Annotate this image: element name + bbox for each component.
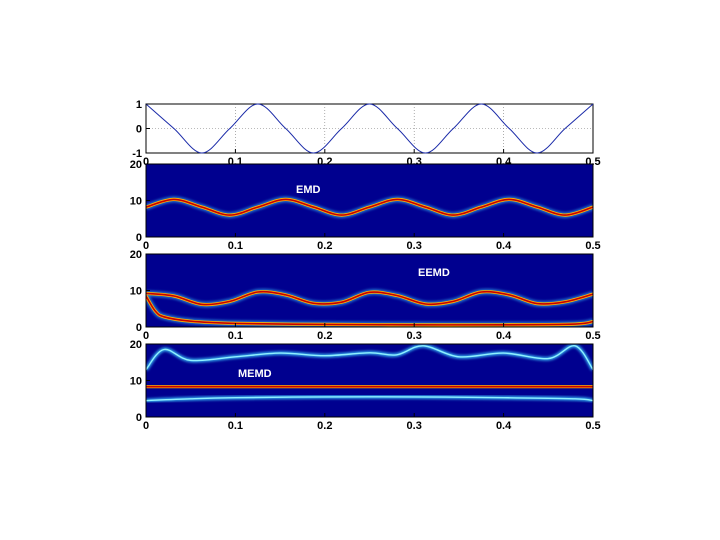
x-tick-label: 0 bbox=[143, 330, 149, 342]
y-tick-label: 0 bbox=[136, 124, 142, 136]
x-tick-label: 0.3 bbox=[407, 420, 422, 432]
y-tick-label: 0 bbox=[136, 322, 142, 334]
ridge-core bbox=[146, 198, 593, 216]
emd-panel: EMD 0 0.1 0.2 0.3 0.4 0.5 20 10 0 bbox=[130, 159, 601, 252]
x-tick-label: 0.3 bbox=[407, 330, 422, 342]
x-tick-label: 0.4 bbox=[496, 420, 512, 432]
x-tick-label: 0.4 bbox=[496, 330, 512, 342]
emd-ridges bbox=[146, 196, 593, 219]
eemd-panel: EEMD 0 0.1 0.2 0.3 0.4 0.5 20 10 0 bbox=[130, 249, 601, 342]
x-tick-label: 0.1 bbox=[228, 330, 243, 342]
memd-label: MEMD bbox=[238, 368, 272, 380]
eemd-label: EEMD bbox=[418, 267, 450, 279]
eemd-tick-labels: 0 0.1 0.2 0.3 0.4 0.5 20 10 0 bbox=[130, 249, 601, 342]
signal-lines bbox=[145, 103, 594, 154]
memd-ridges bbox=[146, 344, 593, 403]
x-tick-label: 0.2 bbox=[317, 420, 332, 432]
ridge-core bbox=[146, 290, 593, 306]
x-tick-label: 0.2 bbox=[317, 240, 332, 252]
x-tick-label: 0.5 bbox=[585, 420, 600, 432]
y-tick-label: 20 bbox=[130, 249, 142, 261]
memd-tick-labels: 0 0.1 0.2 0.3 0.4 0.5 20 10 0 bbox=[130, 339, 601, 432]
y-tick-label: 0 bbox=[136, 412, 142, 424]
y-tick-label: 10 bbox=[130, 286, 142, 298]
memd-panel: MEMD 0 0.1 0.2 0.3 0.4 0.5 20 10 0 bbox=[130, 339, 601, 432]
x-tick-label: 0.5 bbox=[585, 330, 600, 342]
signal-panel: 0 0.1 0.2 0.3 0.4 0.510-1 bbox=[132, 99, 600, 168]
y-tick-label: 20 bbox=[130, 339, 142, 351]
ridge-core bbox=[146, 396, 593, 402]
x-tick-label: 0.1 bbox=[228, 420, 243, 432]
signal-plot-area bbox=[145, 103, 594, 154]
y-tick-label: 0 bbox=[136, 232, 142, 244]
x-tick-label: 0.2 bbox=[317, 330, 332, 342]
x-tick-label: 0 bbox=[143, 420, 149, 432]
y-tick-label: -1 bbox=[132, 148, 142, 160]
x-tick-label: 0 bbox=[143, 240, 149, 252]
y-tick-label: 10 bbox=[130, 196, 142, 208]
signal-tick-labels: 0 0.1 0.2 0.3 0.4 0.510-1 bbox=[132, 99, 600, 168]
signal-series-line bbox=[145, 103, 594, 154]
ridge-core bbox=[146, 295, 593, 326]
x-tick-label: 0.1 bbox=[228, 240, 243, 252]
ridge-core bbox=[146, 345, 593, 371]
y-tick-label: 10 bbox=[130, 376, 142, 388]
emd-tick-labels: 0 0.1 0.2 0.3 0.4 0.5 20 10 0 bbox=[130, 159, 601, 252]
x-tick-label: 0 bbox=[143, 156, 149, 168]
emd-label: EMD bbox=[296, 184, 321, 196]
y-tick-label: 20 bbox=[130, 159, 142, 171]
x-tick-label: 0.5 bbox=[585, 240, 600, 252]
signal-grid bbox=[146, 104, 593, 153]
y-tick-label: 1 bbox=[136, 99, 142, 111]
x-tick-label: 0.3 bbox=[407, 240, 422, 252]
x-tick-label: 0.4 bbox=[496, 240, 512, 252]
eemd-ridges bbox=[146, 288, 593, 327]
